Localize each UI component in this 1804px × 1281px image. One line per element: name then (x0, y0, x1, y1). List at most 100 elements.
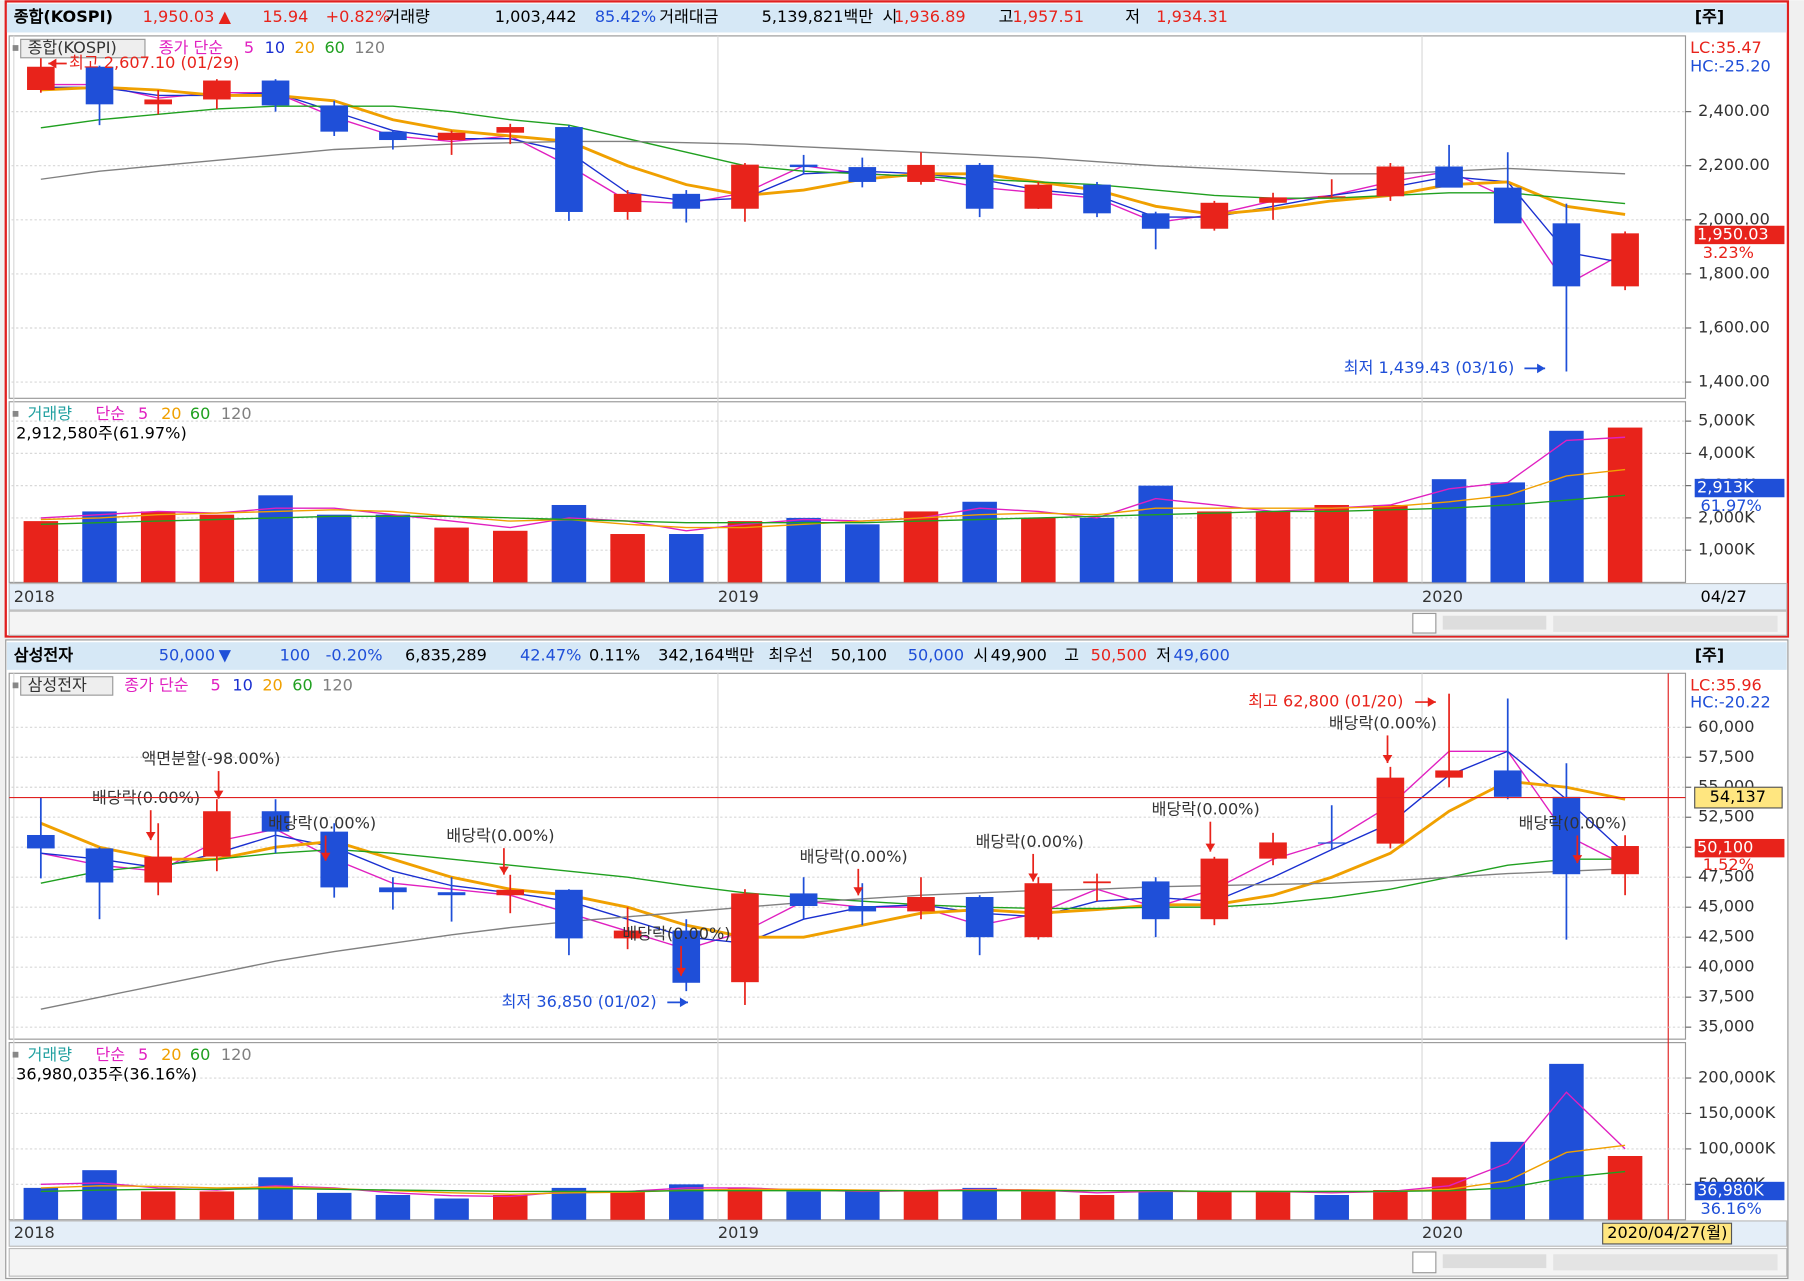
volume-legend-entry: 120 (221, 1045, 252, 1064)
legend-icon (12, 45, 19, 51)
header-item: 고 (1064, 646, 1079, 665)
zoom-slider[interactable] (1442, 1254, 1547, 1269)
volume-bar (610, 534, 645, 583)
x-tick-label: 2019 (718, 1223, 759, 1242)
ma-line (40, 140, 1626, 180)
legend-entry: 5 (211, 675, 221, 694)
legend-label: 삼성전자 (28, 675, 87, 694)
header-item: ▲ (219, 7, 232, 26)
candle-body (965, 897, 994, 938)
arrow-head (320, 852, 331, 861)
y-tick-label: 1,000K (1698, 540, 1755, 559)
header-item: 85.42% (595, 7, 656, 26)
date-label: 2020/04/27(월) (1607, 1223, 1727, 1242)
header-item: 시 (973, 646, 988, 665)
volume-bar (82, 1170, 117, 1220)
x-tick-label: 2020 (1422, 1223, 1463, 1242)
header-item: -0.20% (326, 646, 383, 665)
header-item: 1,957.51 (1012, 7, 1084, 26)
scroll-button[interactable] (1412, 1251, 1437, 1274)
candle-body (1493, 187, 1522, 224)
legend-box (20, 38, 146, 59)
volume-bar (375, 514, 411, 583)
arrow-head (1572, 855, 1583, 864)
annotation: 배당락(0.00%) (622, 924, 730, 943)
candle-body (1493, 770, 1522, 797)
side-label-box (1694, 838, 1785, 858)
candle-body (261, 80, 290, 106)
y-tick-label: 2,000.00 (1698, 209, 1770, 228)
volume-bar (1549, 430, 1584, 583)
crosshair-label-box (1694, 786, 1783, 809)
header-bar (6, 3, 1787, 33)
candle-body (379, 131, 407, 141)
annotation: 최고 62,800 (01/20) (1248, 692, 1403, 711)
candle-body (320, 105, 349, 132)
candle-body (1200, 858, 1229, 920)
volume-bar (1197, 511, 1232, 583)
scrollbar[interactable] (8, 610, 1788, 636)
arrow-head (1537, 363, 1546, 374)
x-axis-bar (8, 582, 1788, 611)
annotation: 최고 2,607.10 (01/29) (69, 53, 239, 72)
volume-bar (492, 1194, 528, 1220)
candle-body (1259, 197, 1287, 203)
annotation: 배당락(0.00%) (976, 832, 1084, 851)
volume-bar (199, 514, 235, 583)
header-item: 50,000 (908, 646, 964, 665)
date-label-box (1602, 1222, 1733, 1245)
crosshair-label: 54,137 (1710, 787, 1766, 806)
volume-bar (786, 517, 821, 583)
legend-entry: 20 (262, 675, 282, 694)
ma-line (40, 83, 1626, 286)
side-label: LC:35.96 (1690, 675, 1762, 694)
side-label: HC:-20.22 (1690, 693, 1771, 712)
candle-body (1259, 842, 1287, 859)
candle-body (789, 893, 818, 907)
y-tick-label: 1,600.00 (1698, 317, 1770, 336)
candle-body (437, 132, 466, 141)
price-panel (8, 672, 1687, 1040)
candle-body (437, 892, 466, 896)
side-label: 36.16% (1700, 1199, 1761, 1218)
volume-bar (1607, 427, 1643, 583)
candle-body (203, 80, 231, 100)
volume-bar (962, 1187, 997, 1220)
header-item: ▼ (219, 646, 232, 665)
x-tick-label: 2018 (14, 587, 55, 606)
volume-legend-ma-label: 단순 (95, 404, 125, 423)
arrow-head (676, 967, 686, 976)
arrow-head (499, 866, 509, 875)
volume-bar (375, 1194, 411, 1220)
header-item: 6,835,289 (405, 646, 487, 665)
toolbar[interactable] (1553, 1254, 1778, 1271)
candle-body (555, 127, 583, 212)
candle-body (379, 887, 407, 893)
header-item: 49,600 (1174, 646, 1230, 665)
legend-icon (12, 410, 19, 417)
toolbar[interactable] (1553, 615, 1778, 632)
y-tick-label: 45,000 (1698, 897, 1754, 916)
volume-bar (610, 1191, 645, 1220)
candle-body (731, 893, 759, 983)
candle-body (848, 906, 877, 912)
y-tick-label: 4,000K (1698, 443, 1755, 462)
price-panel (8, 35, 1687, 399)
zoom-slider[interactable] (1442, 615, 1547, 630)
ma-line (40, 85, 1626, 216)
volume-bar (669, 534, 704, 583)
scroll-button[interactable] (1412, 612, 1437, 634)
volume-bar (1079, 517, 1115, 583)
header-bar (6, 642, 1787, 670)
candle-body (789, 164, 818, 168)
ma-line (40, 848, 1626, 910)
arrow-head (1028, 873, 1038, 882)
volume-bar (1431, 1177, 1467, 1220)
y-tick-label: 5,000K (1698, 411, 1755, 430)
volume-ma-line (40, 494, 1626, 526)
legend-label: 종합(KOSPI) (28, 38, 117, 57)
side-label: HC:-25.20 (1690, 56, 1771, 75)
volume-bar (140, 511, 176, 583)
header-item: 1,003,442 (495, 7, 577, 26)
y-tick-label: 47,500 (1698, 867, 1754, 886)
